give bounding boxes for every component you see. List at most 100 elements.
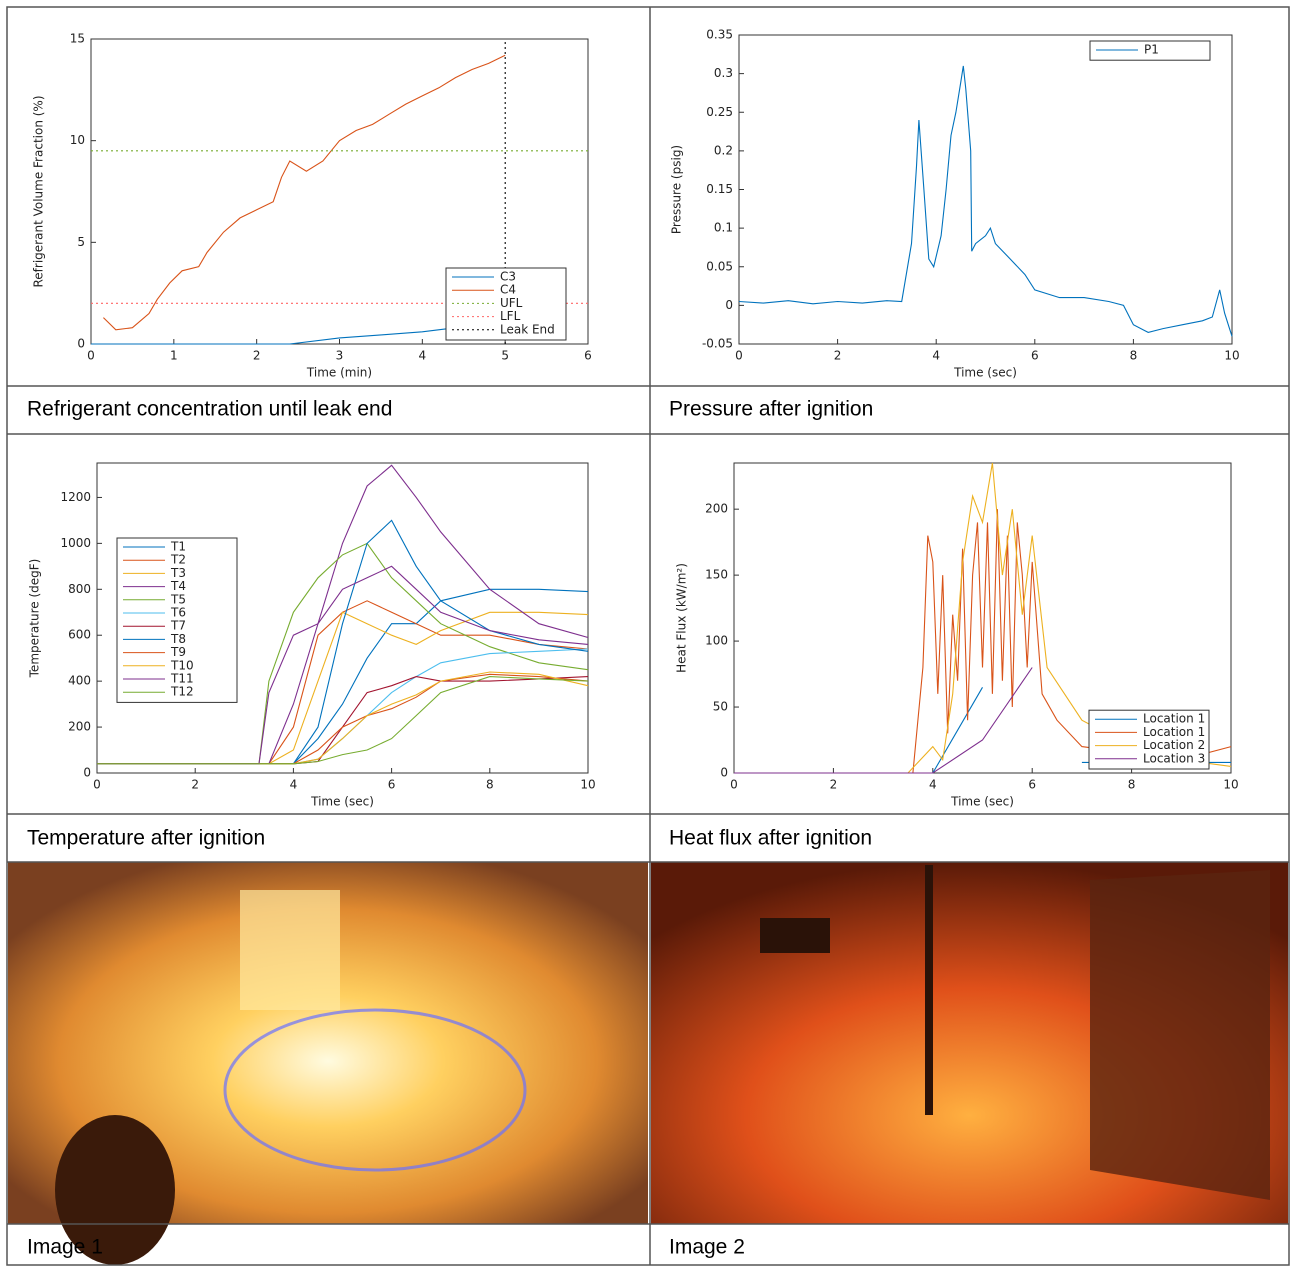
x-axis-label: Time (sec) xyxy=(950,795,1014,809)
legend-label: T4 xyxy=(170,579,186,593)
y-tick-label: 0.15 xyxy=(706,182,733,196)
legend-label: T9 xyxy=(170,645,186,659)
y-tick-label: 0 xyxy=(725,298,733,312)
x-tick-label: 2 xyxy=(253,349,261,363)
legend-label: T8 xyxy=(170,632,186,646)
x-tick-label: 3 xyxy=(336,349,344,363)
y-tick-label: 400 xyxy=(68,674,91,688)
legend-label: T7 xyxy=(170,619,186,633)
caption: Heat flux after ignition xyxy=(669,827,872,850)
legend-label: T1 xyxy=(170,540,186,554)
y-tick-label: -0.05 xyxy=(702,337,733,351)
x-tick-label: 2 xyxy=(830,778,838,792)
x-tick-label: 4 xyxy=(929,778,937,792)
y-axis-label: Temperature (degF) xyxy=(28,559,42,679)
series-line xyxy=(734,667,1033,774)
x-tick-label: 10 xyxy=(1223,778,1238,792)
plot-area xyxy=(90,38,589,345)
legend-label: C3 xyxy=(500,270,516,284)
legend-label: P1 xyxy=(1144,43,1159,57)
caption: Image 1 xyxy=(27,1236,103,1259)
legend-label: Location 1 xyxy=(1143,712,1205,726)
x-tick-label: 0 xyxy=(735,349,743,363)
y-tick-label: 150 xyxy=(705,568,728,582)
caption: Temperature after ignition xyxy=(27,827,265,850)
x-tick-label: 8 xyxy=(1130,349,1138,363)
y-tick-label: 100 xyxy=(705,634,728,648)
legend-label: C4 xyxy=(500,283,516,297)
legend-label: T6 xyxy=(170,606,186,620)
y-tick-label: 0.05 xyxy=(706,259,733,273)
legend xyxy=(116,537,238,703)
series-line xyxy=(734,509,1232,774)
series-line xyxy=(97,676,589,765)
y-tick-label: 1200 xyxy=(60,490,91,504)
table-border xyxy=(6,6,1290,1266)
legend-label: T11 xyxy=(170,672,194,686)
legend-label: T10 xyxy=(170,658,194,672)
x-tick-label: 6 xyxy=(1028,778,1036,792)
x-tick-label: 0 xyxy=(730,778,738,792)
x-tick-label: 8 xyxy=(486,778,494,792)
legend-label: Location 1 xyxy=(1143,725,1205,739)
x-tick-label: 2 xyxy=(191,778,199,792)
x-axis-label: Time (min) xyxy=(306,366,372,380)
y-axis-label: Heat Flux (kW/m²) xyxy=(675,563,689,673)
y-tick-label: 10 xyxy=(70,133,85,147)
legend-label: LFL xyxy=(500,309,521,323)
series-line xyxy=(103,54,506,331)
x-tick-label: 4 xyxy=(419,349,427,363)
y-tick-label: 0 xyxy=(720,766,728,780)
y-tick-label: 0.25 xyxy=(706,105,733,119)
x-tick-label: 6 xyxy=(1031,349,1039,363)
y-tick-label: 0.1 xyxy=(714,221,733,235)
y-tick-label: 0 xyxy=(77,337,85,351)
legend-label: Location 3 xyxy=(1143,751,1205,765)
photo xyxy=(8,862,648,1265)
y-axis-label: Refrigerant Volume Fraction (%) xyxy=(32,95,46,287)
legend-label: UFL xyxy=(500,296,523,310)
legend-label: T3 xyxy=(170,566,186,580)
x-axis-label: Time (sec) xyxy=(953,366,1017,380)
series-line xyxy=(91,325,473,345)
photo xyxy=(651,862,1288,1224)
legend-label: T12 xyxy=(170,685,194,699)
caption: Image 2 xyxy=(669,1236,745,1259)
series-line xyxy=(97,565,589,765)
y-tick-label: 0.2 xyxy=(714,143,733,157)
y-tick-label: 5 xyxy=(77,235,85,249)
x-tick-label: 4 xyxy=(932,349,940,363)
y-tick-label: 600 xyxy=(68,628,91,642)
x-tick-label: 2 xyxy=(834,349,842,363)
y-tick-label: 50 xyxy=(713,700,728,714)
y-tick-label: 200 xyxy=(705,502,728,516)
x-tick-label: 4 xyxy=(290,778,298,792)
y-tick-label: 15 xyxy=(70,32,85,46)
y-axis-label: Pressure (psig) xyxy=(670,145,684,234)
caption: Pressure after ignition xyxy=(669,398,873,421)
x-tick-label: 6 xyxy=(388,778,396,792)
legend-label: Location 2 xyxy=(1143,738,1205,752)
x-tick-label: 10 xyxy=(580,778,595,792)
x-tick-label: 0 xyxy=(93,778,101,792)
y-tick-label: 200 xyxy=(68,720,91,734)
x-tick-label: 0 xyxy=(87,349,95,363)
y-tick-label: 0 xyxy=(83,766,91,780)
legend-label: Leak End xyxy=(500,322,555,336)
legend-label: T2 xyxy=(170,553,186,567)
x-tick-label: 6 xyxy=(584,349,592,363)
x-tick-label: 10 xyxy=(1224,349,1239,363)
series-line xyxy=(738,65,1233,337)
x-tick-label: 5 xyxy=(501,349,509,363)
y-tick-label: 0.35 xyxy=(706,28,733,42)
x-tick-label: 8 xyxy=(1128,778,1136,792)
caption: Refrigerant concentration until leak end xyxy=(27,398,392,421)
y-tick-label: 0.3 xyxy=(714,66,733,80)
legend xyxy=(445,267,567,341)
plot-area xyxy=(738,34,1233,345)
x-tick-label: 1 xyxy=(170,349,178,363)
legend xyxy=(1089,40,1211,61)
y-tick-label: 1000 xyxy=(60,536,91,550)
y-tick-label: 800 xyxy=(68,582,91,596)
